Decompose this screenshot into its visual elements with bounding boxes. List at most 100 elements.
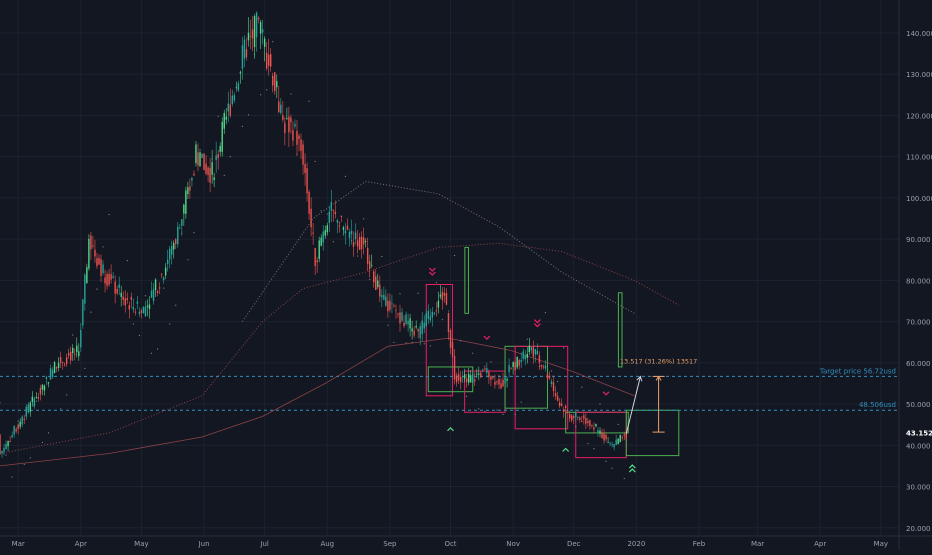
candle-body [201, 153, 203, 158]
candle-body [528, 345, 530, 353]
candle-body [229, 104, 232, 116]
candle-body [187, 187, 189, 195]
candle-body [284, 123, 286, 134]
ma-fast-dot [23, 463, 25, 466]
ma-low-line [0, 337, 635, 467]
y-axis[interactable]: 20.000 30.000 40.000 50.000 60.000 70.000 80.0… [906, 30, 932, 533]
candle-body [84, 274, 86, 304]
candle-body [391, 303, 393, 305]
ma-fast-dot [84, 367, 86, 369]
candle-body [181, 219, 183, 226]
candle-body [474, 379, 476, 382]
candle-body [532, 347, 535, 357]
y-tick-label: 20.000 [906, 525, 931, 533]
candle-body [231, 95, 234, 104]
candle-body [110, 274, 112, 280]
candle-body [23, 418, 25, 421]
candle-body [314, 248, 316, 267]
candle-body [504, 376, 506, 384]
candle-body [322, 231, 324, 243]
candle-body [294, 123, 296, 127]
ma-fast-dot [441, 319, 444, 321]
candle-body [31, 396, 34, 402]
candle-body [377, 280, 379, 288]
candle-body [443, 292, 446, 296]
candle-body [11, 435, 13, 438]
ma-fast-dot [502, 413, 504, 415]
signal-bar [617, 292, 623, 368]
x-tick-label: Feb [693, 540, 706, 548]
arrow-down-icon [602, 391, 610, 396]
candle-body [342, 227, 345, 230]
candle-body [1, 450, 3, 454]
candle-body [276, 81, 278, 88]
ma-fast-dot [5, 454, 7, 456]
candle-body [385, 296, 387, 306]
candle-body [326, 225, 328, 233]
candle-body [253, 16, 256, 48]
candle-body [126, 298, 128, 301]
y-tick-label: 100.000 [906, 195, 932, 203]
y-tick-label: 70.000 [906, 319, 931, 327]
candle-body [173, 242, 175, 250]
ma-fast-dot [344, 175, 347, 177]
candle-body [441, 291, 444, 301]
x-tick-label: Mar [751, 540, 764, 548]
candle-body [78, 351, 80, 357]
ma-fast-dot [393, 341, 395, 344]
y-tick-label: 50.000 [906, 401, 931, 409]
candle-body [43, 385, 46, 391]
ma-fast-dot [550, 370, 553, 372]
measure-arrowhead-icon [655, 375, 662, 381]
candle-body [389, 300, 391, 310]
candle-body [445, 293, 448, 305]
ma-fast-dot [332, 241, 334, 243]
candle-body [63, 364, 66, 365]
candle-body [17, 424, 19, 430]
arrow-down-icon [428, 271, 436, 276]
candle-body [245, 49, 248, 58]
candle-body [558, 402, 561, 406]
candle-body [177, 226, 179, 245]
candle-body [247, 32, 250, 41]
y-tick-label: 60.000 [906, 360, 931, 368]
signal-bar [464, 246, 469, 314]
candle-body [70, 351, 72, 361]
candle-body [96, 258, 98, 267]
candle-body [476, 373, 478, 375]
candle-body [296, 130, 298, 145]
candle-body [288, 116, 290, 133]
ma-fast-dot [605, 460, 607, 462]
candle-body [583, 415, 585, 419]
candle-body [439, 294, 442, 297]
candle-body [3, 447, 5, 452]
candle-body [611, 444, 613, 445]
candle-body [510, 368, 512, 370]
candle-body [413, 330, 415, 336]
candle-body [459, 376, 462, 383]
candle-body [304, 164, 306, 173]
candle-body [619, 434, 621, 443]
x-tick-label: Apr [75, 540, 87, 548]
ma-fast-dot [235, 90, 237, 92]
candle-body [581, 421, 583, 423]
candle-body [67, 352, 70, 356]
candle-body [286, 118, 288, 119]
candle-body [550, 381, 553, 384]
candle-body [465, 378, 468, 383]
arrow-down-icon [483, 335, 491, 340]
candle-body [88, 238, 90, 269]
candle-body [278, 101, 280, 112]
ma-fast-dot [363, 218, 365, 220]
candle-body [463, 374, 466, 379]
x-axis[interactable]: Mar Apr May Jun Jul Aug Sep Oct Nov Dec 2020 Feb Mar… [12, 540, 888, 548]
candle-body [166, 259, 169, 265]
candle-body [401, 312, 403, 321]
candle-body [168, 248, 171, 260]
arrow-up-icon [562, 447, 570, 452]
candle-body [90, 235, 92, 250]
ma-fast-dot [544, 312, 547, 314]
candle-body [7, 440, 9, 447]
